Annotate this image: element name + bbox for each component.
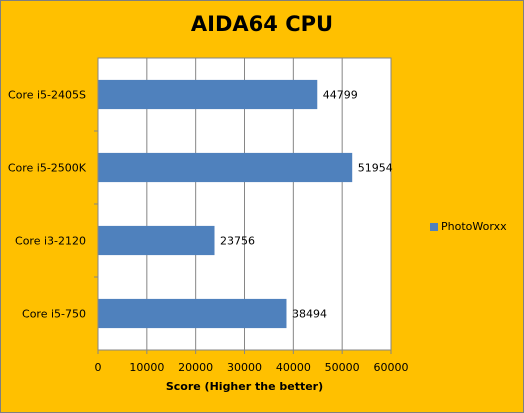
bars — [98, 79, 353, 329]
category-label: Core i5-2405S — [8, 89, 86, 102]
x-tick-label: 10000 — [129, 361, 164, 374]
x-tick-labels: 0 10000 20000 30000 40000 50000 60000 — [95, 361, 409, 374]
legend: PhotoWorxx — [430, 220, 507, 233]
x-tick-label: 50000 — [325, 361, 360, 374]
x-tick-label: 0 — [95, 361, 102, 374]
legend-swatch — [430, 222, 438, 231]
legend-label: PhotoWorxx — [441, 220, 507, 233]
bar — [98, 225, 215, 256]
chart-title: AIDA64 CPU — [190, 12, 334, 36]
x-tick-label: 60000 — [374, 361, 409, 374]
data-label: 44799 — [323, 89, 358, 102]
bar — [98, 79, 318, 110]
bar — [98, 152, 353, 183]
data-label: 51954 — [358, 162, 393, 175]
category-labels: Core i5-2405S Core i5-2500K Core i3-2120 Co… — [8, 89, 87, 321]
x-tick-label: 20000 — [178, 361, 213, 374]
category-label: Core i5-2500K — [8, 162, 87, 175]
x-axis-title: Score (Higher the better) — [166, 380, 323, 393]
x-tick-label: 40000 — [276, 361, 311, 374]
category-label: Core i3-2120 — [15, 235, 86, 248]
data-label: 23756 — [220, 235, 255, 248]
x-tick-label: 30000 — [227, 361, 262, 374]
bar — [98, 298, 287, 329]
data-labels: 44799 51954 23756 38494 — [220, 89, 393, 321]
category-label: Core i5-750 — [22, 308, 86, 321]
data-label: 38494 — [292, 308, 327, 321]
